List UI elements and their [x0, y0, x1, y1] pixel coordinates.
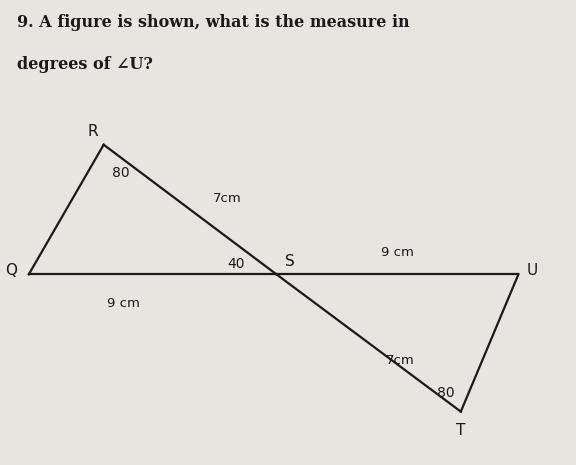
Text: degrees of ∠U?: degrees of ∠U?	[17, 56, 153, 73]
Text: 7cm: 7cm	[386, 354, 415, 367]
Text: U: U	[527, 263, 539, 278]
Text: 80: 80	[112, 166, 130, 179]
Text: T: T	[456, 423, 465, 438]
Text: 9. A figure is shown, what is the measure in: 9. A figure is shown, what is the measur…	[17, 14, 410, 31]
Text: Q: Q	[5, 263, 17, 278]
Text: 9 cm: 9 cm	[381, 246, 414, 259]
Text: 7cm: 7cm	[213, 192, 242, 205]
Text: 9 cm: 9 cm	[107, 297, 141, 310]
Text: 80: 80	[437, 386, 455, 400]
Text: 40: 40	[228, 257, 245, 271]
Text: R: R	[88, 124, 98, 139]
Text: S: S	[285, 253, 295, 269]
